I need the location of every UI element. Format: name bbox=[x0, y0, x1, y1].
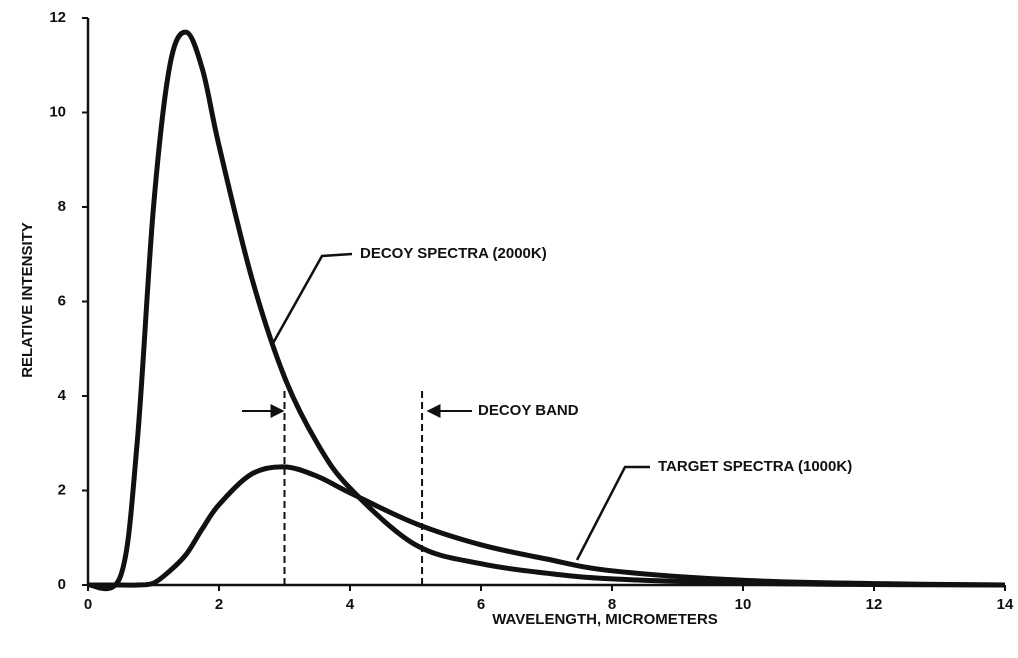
y-tick-label: 0 bbox=[58, 576, 66, 593]
x-tick-label: 6 bbox=[477, 596, 485, 613]
series-label: TARGET SPECTRA (1000K) bbox=[658, 458, 852, 475]
x-tick-label: 0 bbox=[84, 596, 92, 613]
x-tick-label: 8 bbox=[608, 596, 616, 613]
x-axis-label: WAVELENGTH, MICROMETERS bbox=[492, 611, 718, 628]
series-line bbox=[88, 464, 1006, 588]
leader-line bbox=[270, 252, 353, 346]
x-tick-label: 2 bbox=[215, 596, 223, 613]
y-tick-label: 6 bbox=[58, 292, 66, 309]
series-label: DECOY SPECTRA (2000K) bbox=[360, 245, 547, 262]
band-label: DECOY BAND bbox=[478, 402, 579, 419]
x-tick-label: 4 bbox=[346, 596, 355, 613]
y-tick-label: 8 bbox=[58, 198, 66, 215]
x-tick-label: 14 bbox=[997, 596, 1014, 613]
series-line bbox=[87, 29, 1006, 592]
y-axis-label: RELATIVE INTENSITY bbox=[19, 222, 36, 378]
y-tick-label: 2 bbox=[58, 481, 66, 498]
leader-line bbox=[575, 465, 650, 561]
y-tick-label: 12 bbox=[49, 9, 66, 26]
y-tick-label: 10 bbox=[49, 103, 66, 120]
x-tick-label: 12 bbox=[866, 596, 883, 613]
x-tick-label: 10 bbox=[735, 596, 752, 613]
y-tick-label: 4 bbox=[58, 387, 67, 404]
